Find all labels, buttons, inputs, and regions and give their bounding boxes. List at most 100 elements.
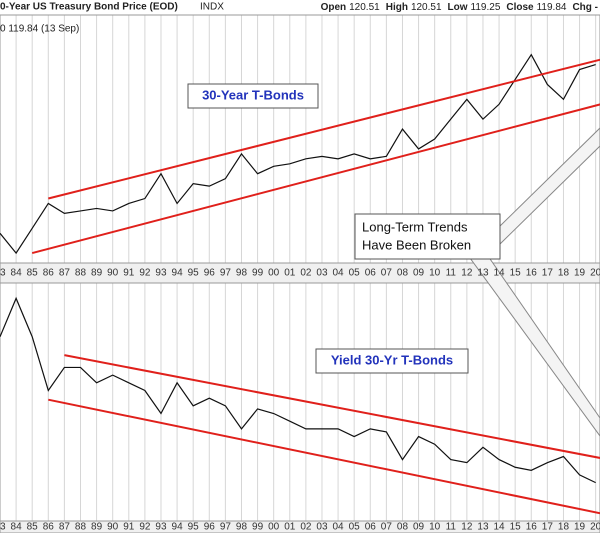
x-tick-label: 86 bbox=[43, 522, 55, 533]
x-tick-label: 02 bbox=[300, 268, 312, 279]
quote-label: Open bbox=[321, 2, 347, 13]
x-tick-label: 94 bbox=[172, 268, 184, 279]
x-tick-label: 93 bbox=[155, 522, 167, 533]
x-tick-label: 14 bbox=[493, 268, 505, 279]
x-tick-label: 00 bbox=[268, 268, 280, 279]
annotation-box bbox=[315, 348, 469, 374]
x-tick-label: 90 bbox=[107, 268, 119, 279]
legend-text: 0 119.84 (13 Sep) bbox=[0, 24, 79, 35]
quote-value: 120.51 bbox=[411, 2, 442, 13]
date-band bbox=[0, 520, 600, 533]
x-tick-label: 20 bbox=[590, 522, 600, 533]
x-tick-label: 15 bbox=[510, 522, 522, 533]
x-tick-label: 08 bbox=[397, 268, 409, 279]
x-tick-label: 93 bbox=[155, 268, 167, 279]
annotation: 30-Year T-Bonds bbox=[202, 87, 304, 102]
x-tick-label: 14 bbox=[493, 522, 505, 533]
x-tick-label: 16 bbox=[526, 268, 538, 279]
x-tick-label: 91 bbox=[123, 522, 135, 533]
panel-data bbox=[0, 53, 600, 255]
x-tick-label: 11 bbox=[446, 268, 457, 279]
x-tick-label: 83 bbox=[0, 268, 6, 279]
x-tick-label: 17 bbox=[542, 268, 554, 279]
x-tick-label: 85 bbox=[27, 522, 39, 533]
x-tick-label: 94 bbox=[172, 522, 184, 533]
quote: Open 120.51 High 120.51 Low 119.25 Close 119.84… bbox=[321, 2, 598, 13]
x-tick-label: 95 bbox=[188, 522, 200, 533]
quote-value: 119.84 bbox=[537, 2, 567, 13]
x-tick-label: 01 bbox=[284, 522, 296, 533]
quote-label: Low bbox=[448, 2, 468, 13]
callout-line: Have Been Broken bbox=[362, 237, 471, 252]
x-tick-label: 13 bbox=[477, 522, 489, 533]
x-tick-label: 20 bbox=[590, 268, 600, 279]
x-tick-label: 99 bbox=[252, 522, 264, 533]
x-tick-label: 09 bbox=[413, 268, 425, 279]
x-tick-label: 05 bbox=[349, 268, 361, 279]
x-tick-label: 00 bbox=[268, 522, 280, 533]
x-tick-label: 84 bbox=[11, 268, 23, 279]
x-tick-label: 04 bbox=[333, 522, 345, 533]
x-tick-label: 07 bbox=[381, 268, 393, 279]
panel-data bbox=[0, 296, 600, 515]
x-tick-label: 95 bbox=[188, 268, 200, 279]
x-tick-label: 19 bbox=[574, 268, 586, 279]
callout-line: Long-Term Trends bbox=[362, 219, 468, 234]
x-tick-label: 99 bbox=[252, 268, 264, 279]
x-tick-label: 88 bbox=[75, 268, 87, 279]
x-tick-label: 86 bbox=[43, 268, 55, 279]
x-tick-label: 85 bbox=[27, 268, 39, 279]
grid-layer bbox=[0, 15, 597, 521]
chart-title: 0-Year US Treasury Bond Price (EOD) bbox=[0, 2, 178, 13]
x-tick-label: 97 bbox=[220, 268, 232, 279]
x-tick-label: 16 bbox=[526, 522, 538, 533]
x-tick-label: 03 bbox=[316, 522, 328, 533]
x-tick-label: 15 bbox=[510, 268, 522, 279]
annotation-box bbox=[187, 83, 319, 109]
x-tick-label: 07 bbox=[381, 522, 393, 533]
x-tick-label: 18 bbox=[558, 522, 570, 533]
x-tick-label: 91 bbox=[123, 268, 135, 279]
x-tick-label: 89 bbox=[91, 522, 103, 533]
x-tick-label: 06 bbox=[365, 268, 377, 279]
x-tick-label: 88 bbox=[75, 522, 87, 533]
data-layer bbox=[0, 53, 600, 515]
x-tick-label: 89 bbox=[91, 268, 103, 279]
trend-line bbox=[48, 398, 600, 515]
callout-box bbox=[354, 213, 501, 260]
x-tick-label: 06 bbox=[365, 522, 377, 533]
x-tick-label: 09 bbox=[413, 522, 425, 533]
x-tick-label: 01 bbox=[284, 268, 296, 279]
x-tick-label: 87 bbox=[59, 522, 71, 533]
x-tick-label: 12 bbox=[461, 268, 473, 279]
annotation: Yield 30-Yr T-Bonds bbox=[331, 352, 453, 367]
x-tick-label: 92 bbox=[139, 268, 151, 279]
quote-change: Chg - bbox=[572, 2, 598, 13]
x-tick-label: 96 bbox=[204, 268, 216, 279]
trend-line bbox=[31, 103, 600, 255]
x-tick-label: 90 bbox=[107, 522, 119, 533]
x-tick-label: 10 bbox=[429, 522, 441, 533]
x-tick-label: 04 bbox=[333, 268, 345, 279]
x-tick-label: 10 bbox=[429, 268, 441, 279]
x-tick-label: 18 bbox=[558, 268, 570, 279]
x-tick-label: 17 bbox=[542, 522, 554, 533]
quote-label: High bbox=[386, 2, 408, 13]
x-tick-label: 98 bbox=[236, 522, 248, 533]
x-tick-label: 84 bbox=[11, 522, 23, 533]
x-tick-label: 92 bbox=[139, 522, 151, 533]
quote-value: 119.25 bbox=[471, 2, 501, 13]
quote-label: Close bbox=[506, 2, 534, 13]
x-tick-label: 19 bbox=[574, 522, 586, 533]
trend-line bbox=[64, 354, 600, 459]
x-tick-label: 03 bbox=[316, 268, 328, 279]
series-line bbox=[0, 53, 596, 255]
exchange: INDX bbox=[200, 2, 224, 13]
x-tick-label: 12 bbox=[461, 522, 473, 533]
quote-value: 120.51 bbox=[349, 2, 380, 13]
x-tick-label: 97 bbox=[220, 522, 232, 533]
trend-line bbox=[48, 58, 600, 200]
x-tick-label: 02 bbox=[300, 522, 312, 533]
x-tick-label: 96 bbox=[204, 522, 216, 533]
series-line bbox=[0, 296, 596, 484]
